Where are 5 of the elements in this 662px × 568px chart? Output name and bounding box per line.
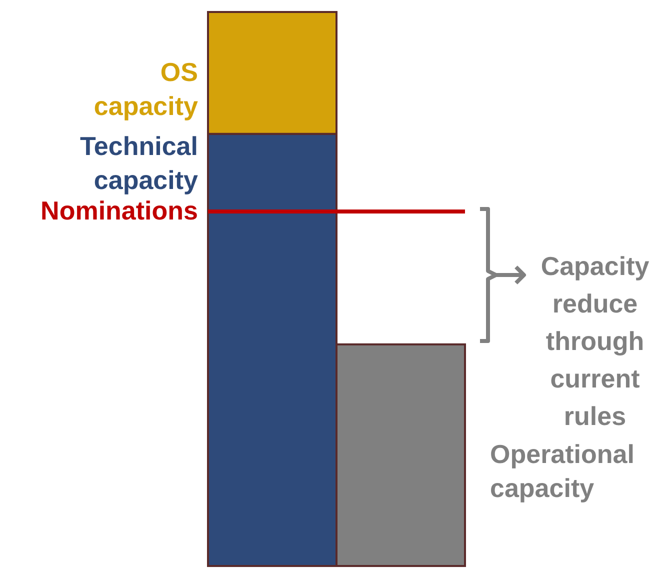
series-label: Operational capacity [490,439,634,504]
text: Capacity reduce through current rules [540,251,650,431]
series-label: Technical capacity [80,130,199,195]
ref-line-label: Nominations [40,195,198,226]
series-label: OS capacity [94,56,199,121]
